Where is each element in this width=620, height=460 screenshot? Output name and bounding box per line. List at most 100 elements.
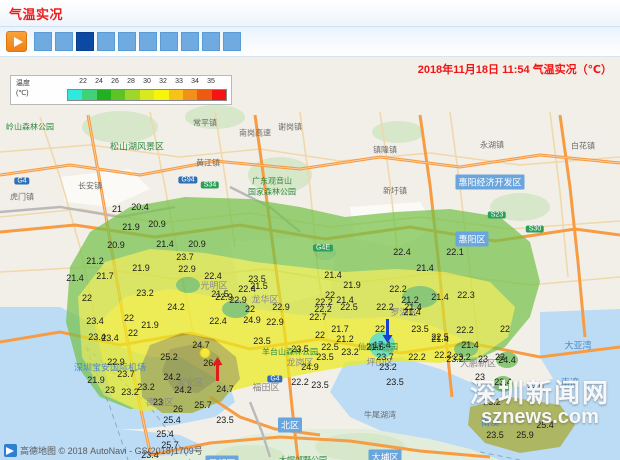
temperature-reading: 23.7 [376,352,394,362]
place-label: 光明区 [200,280,228,291]
legend-swatch-6 [139,90,155,100]
place-label: 羊台山森林公园 [262,347,318,357]
temperature-reading: 22.3 [457,290,475,300]
legend-swatch-11 [211,90,226,100]
temperature-reading: 22.2 [314,304,332,314]
play-button[interactable] [6,31,27,52]
frame-step-3[interactable] [76,32,94,51]
place-label: 仙湖植物园 [358,342,398,352]
temperature-reading: 23.2 [137,382,155,392]
temperature-reading: 22.1 [446,247,464,257]
place-label: 新圩镇 [383,186,407,196]
page-header: 气温实况 [0,0,620,26]
place-label: 大鹏新区 [459,358,497,369]
temperature-reading: 23.4 [101,333,119,343]
frame-step-9[interactable] [202,32,220,51]
place-label: 南澳 [480,417,500,428]
temperature-reading: 22.9 [178,264,196,274]
temperature-reading: 23.2 [121,387,139,397]
temperature-reading: 21.9 [343,280,361,290]
legend-swatch-7 [154,90,169,100]
temperature-reading: 22.5 [431,332,449,342]
legend-tick-33: 33 [175,78,183,85]
temperature-reading: 21.2 [336,334,354,344]
temperature-reading: 23.7 [176,252,194,262]
temperature-reading: 22.4 [238,284,256,294]
place-label: 常平镇 [193,118,217,128]
temperature-reading: 21.9 [132,263,150,273]
temperature-reading: 25.4 [163,415,181,425]
temperature-reading: 25.4 [536,420,554,430]
legend-tick-30: 30 [143,78,151,85]
temperature-reading: 21.4 [336,295,354,305]
frame-step-8[interactable] [181,32,199,51]
temperature-reading: 23 [477,354,489,364]
legend-swatch-3 [96,90,112,100]
temperature-reading: 22.4 [393,247,411,257]
temperature-reading: 21.7 [331,324,349,334]
place-label: 大亚湾 [564,340,592,351]
legend-tick-34: 34 [191,78,199,85]
temperature-reading: 23.2 [446,354,464,364]
temperature-reading: 21.9 [87,375,105,385]
temperature-reading: 21.4 [431,292,449,302]
legend-swatch-2 [82,90,97,100]
frame-step-10[interactable] [223,32,241,51]
frame-step-4[interactable] [97,32,115,51]
temperature-reading: 21.4 [461,340,479,350]
temperature-reading: 21.4 [431,334,449,344]
frame-step-2[interactable] [55,32,73,51]
temperature-reading: 20.9 [188,239,206,249]
frame-step-7[interactable] [160,32,178,51]
temperature-reading: 23.5 [291,344,309,354]
temperature-reading: 22 [127,328,139,338]
temperature-reading: 21.5 [250,281,268,291]
legend-tick-32: 32 [159,78,167,85]
place-label: 南岗高速 [239,128,271,138]
temperature-reading: 22.9 [266,317,284,327]
district-label: 惠阳经济开发区 [455,174,525,190]
temperature-reading: 21.9 [141,320,159,330]
temperature-reading: 26.9 [203,358,221,368]
place-label: 南湾 [560,377,580,388]
frame-step-5[interactable] [118,32,136,51]
frame-step-6[interactable] [139,32,157,51]
temperature-reading: 20.4 [131,202,149,212]
temperature-reading: 22.2 [456,325,474,335]
place-label: 岭山森林公园 [6,122,54,132]
temperature-reading: 22.9 [272,302,290,312]
temperature-reading: 22.4 [209,316,227,326]
place-label: 牛尾湖湾 [364,410,396,420]
temperature-reading: 22.2 [315,297,333,307]
temperature-reading: 21.2 [401,295,419,305]
temperature-reading: 25.2 [160,352,178,362]
place-label: 黄江镇 [196,158,220,168]
place-label: 国家森林公园 [248,187,296,197]
road-shield: G94 [178,176,198,184]
legend-swatch-4 [111,90,126,100]
header-divider [0,26,620,27]
map-datestamp: 2018年11月18日 11:54 气温实况（℃） [417,64,612,76]
map-basemap [0,57,620,460]
temperature-reading: 23.2 [453,352,471,362]
district-label: 北区 [277,417,303,433]
temperature-reading: 22 [81,293,93,303]
frame-step-1[interactable] [34,32,52,51]
temperature-reading: 22.9 [215,292,233,302]
temperature-reading: 21.4 [66,273,84,283]
map-canvas[interactable]: 2018年11月18日 11:54 气温实况（℃） 温度 (℃) 22 24 26 2… [0,57,620,460]
district-label: 元朗区 [205,455,239,460]
road-shield: G4 [267,375,283,383]
temperature-reading: 23.4 [86,316,104,326]
play-icon [14,37,23,47]
temperature-reading: 23.5 [253,336,271,346]
temperature-reading: 22.9 [229,295,247,305]
temperature-reading: 21.9 [122,222,140,232]
legend-tick-35: 35 [207,78,215,85]
temperature-reading: 21.4 [403,307,421,317]
road-shield: S34 [200,181,220,189]
temperature-reading: 23.5 [216,415,234,425]
temperature-reading: 24.7 [192,340,210,350]
frame-step-list [34,32,244,51]
